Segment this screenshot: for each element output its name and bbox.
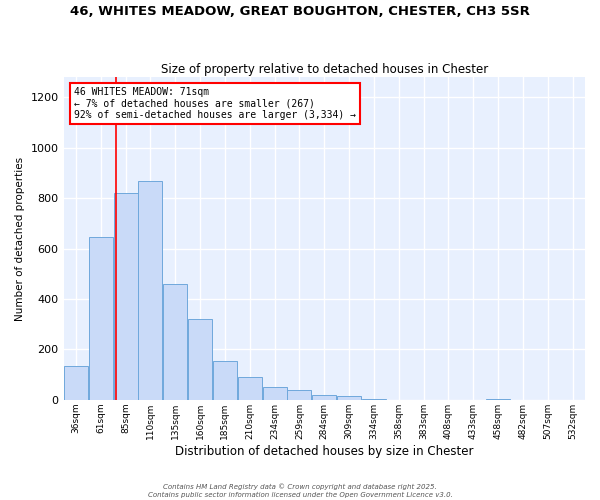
- Bar: [89, 237, 113, 400]
- Title: Size of property relative to detached houses in Chester: Size of property relative to detached ho…: [161, 63, 488, 76]
- Bar: [486, 398, 510, 400]
- Y-axis label: Number of detached properties: Number of detached properties: [15, 156, 25, 320]
- Bar: [263, 387, 287, 400]
- Bar: [113, 193, 137, 400]
- Bar: [64, 366, 88, 400]
- Bar: [312, 395, 337, 400]
- X-axis label: Distribution of detached houses by size in Chester: Distribution of detached houses by size …: [175, 444, 473, 458]
- Bar: [188, 319, 212, 400]
- Bar: [163, 284, 187, 400]
- Bar: [362, 398, 386, 400]
- Text: Contains HM Land Registry data © Crown copyright and database right 2025.
Contai: Contains HM Land Registry data © Crown c…: [148, 483, 452, 498]
- Text: 46 WHITES MEADOW: 71sqm
← 7% of detached houses are smaller (267)
92% of semi-de: 46 WHITES MEADOW: 71sqm ← 7% of detached…: [74, 87, 356, 120]
- Text: 46, WHITES MEADOW, GREAT BOUGHTON, CHESTER, CH3 5SR: 46, WHITES MEADOW, GREAT BOUGHTON, CHEST…: [70, 5, 530, 18]
- Bar: [337, 396, 361, 400]
- Bar: [213, 360, 237, 400]
- Bar: [238, 377, 262, 400]
- Bar: [287, 390, 311, 400]
- Bar: [139, 180, 163, 400]
